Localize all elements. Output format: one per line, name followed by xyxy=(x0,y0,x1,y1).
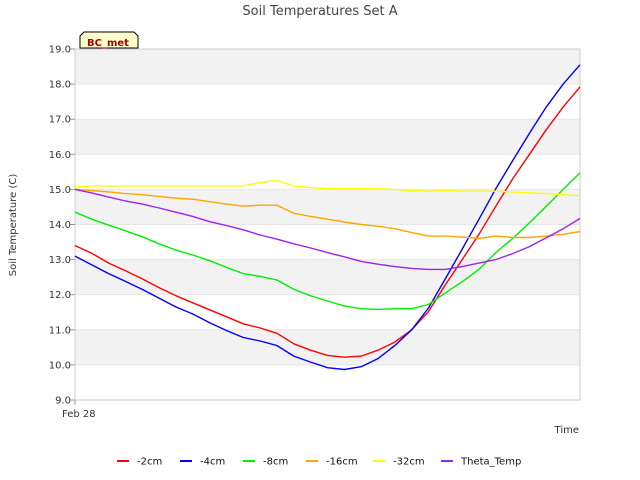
legend-label: -32cm xyxy=(393,457,425,468)
y-tick-label: 13.0 xyxy=(49,255,71,266)
legend-label: -16cm xyxy=(326,457,358,468)
grid-band xyxy=(75,329,580,365)
y-tick-label: 15.0 xyxy=(49,185,71,196)
legend-label: -2cm xyxy=(137,457,162,468)
y-tick-label: 17.0 xyxy=(49,115,71,126)
series-lines xyxy=(74,64,581,371)
y-axis-ticks: 9.0 10.0 11.0 12.0 13.0 14.0 15.0 16.0 17.0 18.0 1… xyxy=(49,45,75,407)
legend-label: Theta_Temp xyxy=(460,457,521,468)
legend-label: -8cm xyxy=(263,457,288,468)
series-line-2cm xyxy=(74,86,581,358)
y-tick-label: 9.0 xyxy=(55,396,71,407)
y-tick-label: 11.0 xyxy=(49,325,71,336)
x-axis-title: Time xyxy=(554,425,579,436)
badge: BC_met xyxy=(79,31,139,49)
y-tick-label: 16.0 xyxy=(49,150,71,161)
series-line-thetatemp xyxy=(74,188,581,271)
series-line-4cm xyxy=(74,64,581,371)
grid-band xyxy=(75,259,580,295)
chart-title: Soil Temperatures Set A xyxy=(242,4,397,19)
y-axis-title: Soil Temperature (C) xyxy=(8,174,19,277)
legend-label: -4cm xyxy=(200,457,225,468)
y-tick-label: 19.0 xyxy=(49,45,71,56)
y-tick-label: 14.0 xyxy=(49,220,71,231)
y-tick-label: 10.0 xyxy=(49,360,71,371)
y-tick-label: 12.0 xyxy=(49,290,71,301)
grid-band xyxy=(75,119,580,155)
series-line-8cm xyxy=(74,172,581,311)
grid-bands xyxy=(75,49,580,365)
grid-band xyxy=(75,49,580,85)
badge-label: BC_met xyxy=(87,38,129,49)
legend: -2cm -4cm -8cm -16cm -32cm Theta_Temp xyxy=(117,457,521,468)
x-tick-label: Feb 28 xyxy=(62,409,96,420)
y-tick-label: 18.0 xyxy=(49,80,71,91)
series-line-16cm xyxy=(74,188,581,240)
series-line-32cm xyxy=(74,179,581,197)
